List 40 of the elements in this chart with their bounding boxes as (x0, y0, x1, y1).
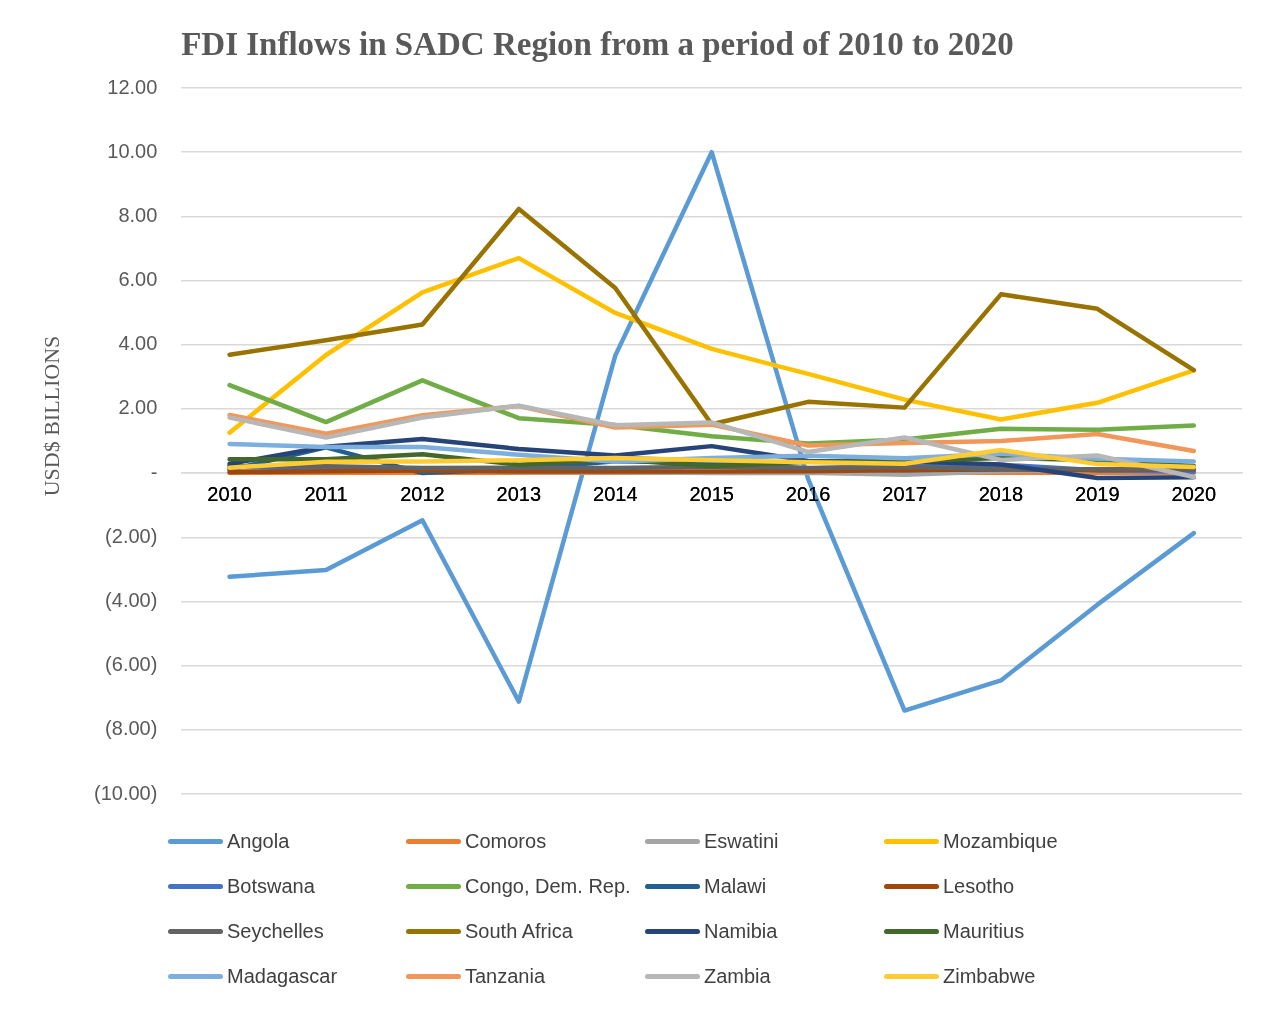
legend-label: Madagascar (227, 965, 338, 988)
legend-label: Zambia (704, 965, 771, 988)
y-tick-label: 12.00 (107, 75, 158, 98)
y-tick-label: (8.00) (105, 717, 158, 740)
x-tick-label: 2015 (689, 482, 734, 505)
legend-label: Malawi (704, 875, 767, 898)
x-tick-label: 2010 (207, 482, 252, 505)
legend-label: Botswana (227, 875, 315, 898)
legend-label: Congo, Dem. Rep. (465, 875, 631, 898)
legend-label: Lesotho (943, 875, 1015, 898)
legend-label: Seychelles (227, 920, 324, 943)
x-tick-label: 2019 (1075, 482, 1120, 505)
x-tick-label: 2014 (593, 482, 638, 505)
x-tick-label: 2012 (400, 482, 445, 505)
y-tick-label: 8.00 (118, 203, 158, 226)
y-axis-title: USD$ BILLIONS (39, 335, 65, 497)
legend-label: Angola (227, 830, 290, 853)
y-tick-label: (2.00) (105, 524, 158, 547)
y-tick-label: 2.00 (118, 396, 158, 419)
legend-label: Eswatini (704, 830, 779, 853)
x-tick-label: 2018 (978, 482, 1024, 505)
y-tick-label: - (150, 460, 158, 483)
legend-label: Zimbabwe (943, 965, 1036, 988)
y-tick-label: 10.00 (107, 139, 158, 162)
legend-label: Tanzania (465, 965, 546, 988)
x-tick-label: 2011 (304, 482, 348, 505)
x-tick-label: 2020 (1171, 482, 1217, 505)
y-tick-label: (10.00) (93, 781, 158, 804)
y-tick-label: (6.00) (105, 653, 158, 676)
legend-label: South Africa (465, 920, 573, 943)
legend-label: Comoros (465, 830, 547, 853)
legend-label: Mozambique (943, 830, 1058, 853)
chart-title: FDI Inflows in SADC Region from a period of 2010 to 2020 (180, 26, 1015, 63)
legend-label: Namibia (704, 920, 778, 943)
x-tick-label: 2017 (882, 482, 927, 505)
x-tick-label: 2013 (496, 482, 542, 505)
y-tick-label: 4.00 (118, 332, 158, 355)
y-tick-label: (4.00) (105, 588, 158, 611)
y-tick-label: 6.00 (118, 268, 158, 291)
legend-label: Mauritius (943, 920, 1025, 943)
